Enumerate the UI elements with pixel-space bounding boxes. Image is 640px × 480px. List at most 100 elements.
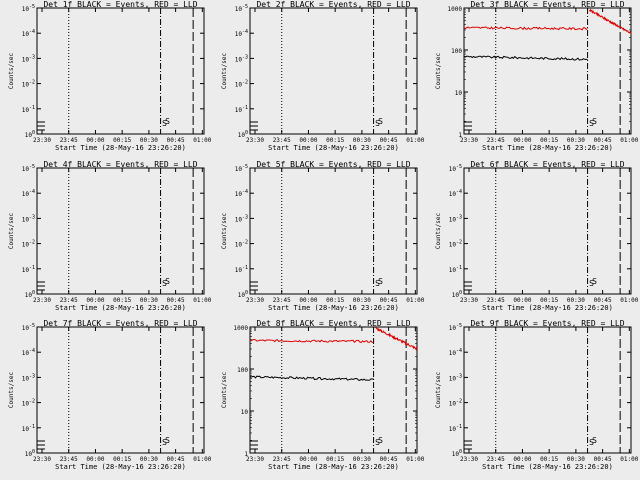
saa-symbol: S: [589, 438, 594, 447]
x-tick-label: 00:15: [540, 297, 558, 304]
y-tick-label: 10-3: [22, 373, 35, 382]
y-tick-label: 100: [238, 290, 248, 299]
y-tick-label-exponent: -5: [29, 4, 35, 10]
x-axis-label: Start Time (28-May-16 23:26:20): [482, 463, 613, 471]
y-axis-label: Counts/sec: [435, 53, 442, 90]
panel-8: Det 8f BLACK = Events, RED = LLD Counts/s…: [221, 319, 425, 471]
y-tick-label: 100: [452, 449, 462, 458]
y-tick-label: 1000: [234, 325, 249, 332]
x-tick-label: 00:45: [380, 297, 398, 304]
y-tick-label: 10-2: [22, 399, 35, 408]
panel-title: Det 5f BLACK = Events, RED = LLD: [256, 160, 410, 169]
y-tick-label: 10-4: [22, 348, 35, 357]
y-tick-label-exponent: -5: [456, 323, 462, 329]
panel-4: Det 4f BLACK = Events, RED = LLD Counts/s…: [8, 160, 212, 312]
x-tick-label: 00:00: [299, 456, 317, 463]
saa-symbol: S: [375, 279, 380, 288]
y-tick-label-exponent: -1: [29, 265, 35, 271]
series-events-line: [463, 55, 588, 61]
y-tick-label-exponent: -4: [29, 29, 35, 35]
y-tick-label: 10-1: [22, 265, 35, 274]
x-tick-label: 23:30: [246, 456, 264, 463]
y-tick-label-exponent: -4: [29, 189, 35, 195]
y-tick-label: 10-4: [22, 29, 35, 38]
saa-symbol: S: [378, 117, 383, 126]
panel-5: Det 5f BLACK = Events, RED = LLD Counts/s…: [221, 160, 425, 312]
x-tick-label: 00:30: [353, 297, 371, 304]
y-tick-label-exponent: 0: [459, 449, 462, 455]
x-tick-label: 01:00: [193, 297, 211, 304]
y-tick-label: 10-4: [449, 189, 462, 198]
plot-frame: [36, 7, 205, 135]
y-tick-label: 10-4: [22, 189, 35, 198]
panel-1: Det 1f BLACK = Events, RED = LLD Counts/s…: [8, 0, 212, 152]
panel-title: Det 4f BLACK = Events, RED = LLD: [43, 160, 197, 169]
y-tick-label-exponent: -5: [242, 4, 248, 10]
plot-frame: [249, 7, 418, 135]
x-tick-label: 00:30: [353, 137, 371, 144]
y-tick-label: 10-2: [22, 240, 35, 249]
x-tick-label: 01:00: [620, 297, 638, 304]
y-tick-label: 1000: [448, 6, 463, 13]
x-tick-label: 00:00: [299, 137, 317, 144]
x-tick-label: 01:00: [406, 297, 424, 304]
y-tick-label-exponent: -4: [456, 348, 462, 354]
y-axis-label: Counts/sec: [435, 213, 442, 250]
y-tick-label-exponent: -1: [29, 424, 35, 430]
x-tick-label: 23:45: [273, 297, 291, 304]
plot-frame: [36, 167, 205, 295]
y-tick-label-exponent: -2: [242, 240, 248, 246]
series-lld-line: [374, 326, 418, 351]
y-tick-label-exponent: -3: [456, 373, 462, 379]
panel-title: Det 1f BLACK = Events, RED = LLD: [43, 0, 197, 9]
y-tick-label-exponent: -3: [29, 214, 35, 220]
x-tick-label: 23:30: [460, 297, 478, 304]
y-tick-label-exponent: -2: [29, 240, 35, 246]
y-tick-label-exponent: -3: [242, 54, 248, 60]
saa-symbol: S: [592, 436, 597, 445]
x-tick-label: 00:45: [594, 456, 612, 463]
y-tick-label: 10-1: [235, 265, 248, 274]
x-tick-label: 23:30: [460, 137, 478, 144]
y-tick-label: 10: [455, 90, 463, 97]
y-tick-label: 10-2: [449, 399, 462, 408]
x-axis-label: Start Time (28-May-16 23:26:20): [55, 304, 186, 312]
y-tick-label: 10-4: [235, 29, 248, 38]
y-tick-label-exponent: -5: [29, 164, 35, 170]
y-tick-label-exponent: -3: [29, 54, 35, 60]
x-tick-label: 00:45: [167, 297, 185, 304]
y-tick-label: 10-4: [235, 189, 248, 198]
y-tick-label-exponent: -3: [29, 373, 35, 379]
x-tick-label: 00:00: [513, 456, 531, 463]
saa-symbol: S: [592, 277, 597, 286]
y-tick-label: 1: [458, 132, 462, 139]
plot-frame: [463, 326, 632, 454]
x-tick-label: 00:30: [567, 297, 585, 304]
y-tick-label: 10-1: [235, 105, 248, 114]
saa-symbol: S: [375, 119, 380, 128]
x-tick-label: 01:00: [193, 456, 211, 463]
y-tick-label-exponent: -5: [29, 323, 35, 329]
x-tick-label: 00:00: [86, 456, 104, 463]
panel-title: Det 8f BLACK = Events, RED = LLD: [256, 319, 410, 328]
y-tick-label: 10-5: [22, 323, 35, 332]
x-tick-label: 00:15: [540, 456, 558, 463]
y-tick-label-exponent: -5: [456, 164, 462, 170]
x-tick-label: 23:30: [33, 456, 51, 463]
y-axis-label: Counts/sec: [8, 53, 15, 90]
x-axis-label: Start Time (28-May-16 23:26:20): [482, 144, 613, 152]
y-tick-label: 10-5: [235, 164, 248, 173]
y-tick-label-exponent: -4: [242, 29, 248, 35]
x-tick-label: 00:15: [326, 137, 344, 144]
x-tick-label: 01:00: [193, 137, 211, 144]
x-tick-label: 00:45: [167, 137, 185, 144]
saa-symbol: S: [162, 119, 167, 128]
x-tick-label: 00:30: [567, 456, 585, 463]
x-tick-label: 00:15: [326, 297, 344, 304]
y-tick-label-exponent: -2: [29, 399, 35, 405]
x-tick-label: 23:30: [246, 137, 264, 144]
saa-symbol: S: [378, 436, 383, 445]
y-tick-label-exponent: 0: [245, 130, 248, 136]
